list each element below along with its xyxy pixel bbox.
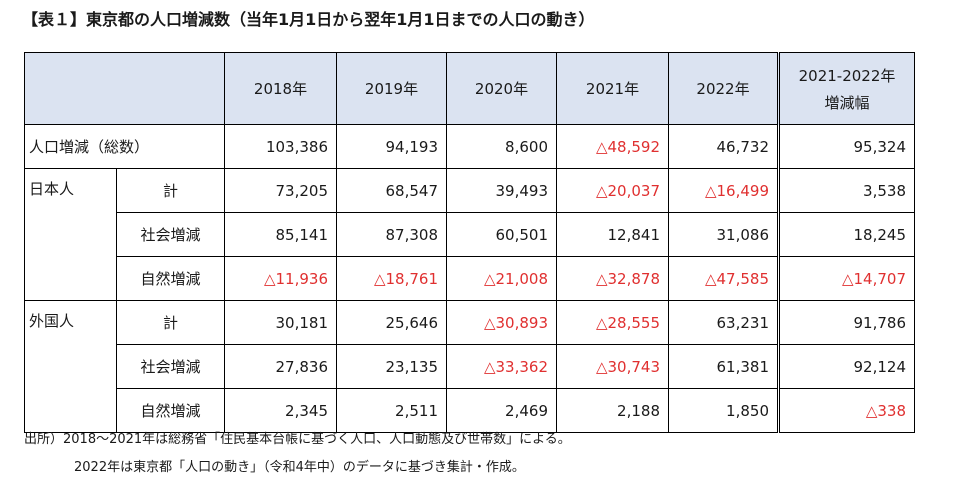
cell: △338 — [777, 388, 915, 433]
cell: 63,231 — [668, 300, 779, 345]
cell: △20,037 — [556, 168, 669, 213]
cell: 92,124 — [777, 344, 915, 389]
cell: 2,345 — [224, 388, 337, 433]
cell: 91,786 — [777, 300, 915, 345]
header-year: 2018年 — [224, 52, 337, 125]
table-row-japanese-natural: 自然増減 △11,936 △18,761 △21,008 △32,878 △47… — [25, 256, 915, 301]
cell: △14,707 — [777, 256, 915, 301]
cell: 2,469 — [446, 388, 557, 433]
sub-label: 自然増減 — [116, 256, 225, 301]
table-row-foreign-social: 社会増減 27,836 23,135 △33,362 △30,743 61,38… — [25, 344, 915, 389]
cell: △28,555 — [556, 300, 669, 345]
cell: △30,893 — [446, 300, 557, 345]
cell: 68,547 — [336, 168, 447, 213]
cell: △48,592 — [556, 124, 669, 169]
cell: 39,493 — [446, 168, 557, 213]
cell: 30,181 — [224, 300, 337, 345]
cell: △18,761 — [336, 256, 447, 301]
cell: 60,501 — [446, 212, 557, 257]
sub-label: 社会増減 — [116, 344, 225, 389]
header-empty-cell — [24, 52, 225, 125]
row-label: 人口増減（総数） — [24, 124, 225, 169]
table-row-japanese-total: 日本人 計 73,205 68,547 39,493 △20,037 △16,4… — [24, 168, 915, 301]
sub-label: 計 — [116, 168, 225, 213]
source-note-line2: 2022年は東京都「人口の動き」（令和4年中）のデータに基づき集計・作成。 — [74, 460, 525, 475]
sub-label: 社会増減 — [116, 212, 225, 257]
cell: 85,141 — [224, 212, 337, 257]
cell: 2,188 — [556, 388, 669, 433]
cell: 46,732 — [668, 124, 779, 169]
cell: △47,585 — [668, 256, 779, 301]
header-change-line1: 2021-2022年 — [798, 66, 896, 85]
sub-label: 計 — [116, 300, 225, 345]
header-year: 2020年 — [446, 52, 557, 125]
cell: 12,841 — [556, 212, 669, 257]
population-table: 2018年 2019年 2020年 2021年 2022年 2021-2022年… — [24, 52, 915, 433]
table-row-foreign-total: 外国人 計 30,181 25,646 △30,893 △28,555 63,2… — [24, 300, 915, 433]
table-row-japanese-social: 社会増減 85,141 87,308 60,501 12,841 31,086 … — [25, 212, 915, 257]
cell: 61,381 — [668, 344, 779, 389]
group-label-japanese: 日本人 — [24, 168, 117, 301]
sub-label: 自然増減 — [116, 388, 225, 433]
cell: 31,086 — [668, 212, 779, 257]
cell: △30,743 — [556, 344, 669, 389]
header-change: 2021-2022年 増減幅 — [777, 52, 915, 125]
cell: △33,362 — [446, 344, 557, 389]
cell: △16,499 — [668, 168, 779, 213]
cell: 87,308 — [336, 212, 447, 257]
cell: 1,850 — [668, 388, 779, 433]
cell: 23,135 — [336, 344, 447, 389]
cell: 18,245 — [777, 212, 915, 257]
source-note-line1: 出所）2018～2021年は総務省「住民基本台帳に基づく人口、人口動態及び世帯数… — [24, 432, 571, 447]
cell: 2,511 — [336, 388, 447, 433]
cell: 103,386 — [224, 124, 337, 169]
group-label-foreign: 外国人 — [24, 300, 117, 433]
table-row-foreign-natural: 自然増減 2,345 2,511 2,469 2,188 1,850 △338 — [25, 388, 915, 433]
header-change-line2: 増減幅 — [824, 93, 870, 112]
header-year: 2021年 — [556, 52, 669, 125]
cell: 73,205 — [224, 168, 337, 213]
cell: 95,324 — [777, 124, 915, 169]
header-year: 2022年 — [668, 52, 779, 125]
header-year: 2019年 — [336, 52, 447, 125]
cell: 25,646 — [336, 300, 447, 345]
cell: 8,600 — [446, 124, 557, 169]
table-row-total: 人口増減（総数） 103,386 94,193 8,600 △48,592 46… — [24, 124, 915, 169]
cell: △32,878 — [556, 256, 669, 301]
cell: 27,836 — [224, 344, 337, 389]
header-row: 2018年 2019年 2020年 2021年 2022年 2021-2022年… — [24, 52, 915, 125]
cell: 3,538 — [777, 168, 915, 213]
cell: △11,936 — [224, 256, 337, 301]
table-title: 【表１】東京都の人口増減数（当年1月1日から翌年1月1日までの人口の動き） — [22, 10, 595, 29]
cell: 94,193 — [336, 124, 447, 169]
cell: △21,008 — [446, 256, 557, 301]
